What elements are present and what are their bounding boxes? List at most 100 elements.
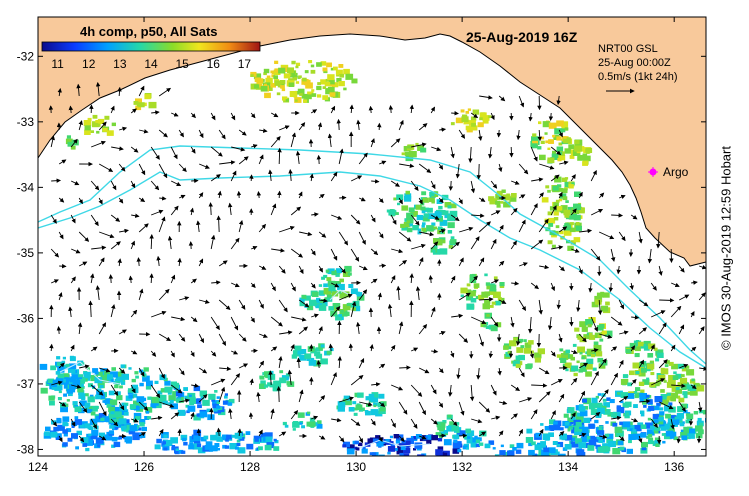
sst-pixel (512, 360, 520, 367)
sst-pixel (65, 138, 73, 145)
velocity-arrow (136, 257, 141, 267)
sst-pixel (574, 425, 583, 432)
sst-pixel (629, 428, 634, 432)
sst-pixel (299, 302, 305, 307)
sst-pixel (543, 447, 550, 453)
sst-pixel (475, 443, 480, 448)
velocity-arrow (528, 112, 533, 122)
sst-pixel (575, 416, 584, 423)
sst-pixel (561, 121, 569, 127)
velocity-arrow (378, 401, 386, 407)
sst-pixel (404, 196, 412, 202)
velocity-arrow (538, 367, 550, 375)
velocity-arrow (128, 275, 134, 284)
sst-pixel (627, 425, 635, 432)
sst-pixel (545, 185, 550, 189)
velocity-arrow (68, 105, 74, 114)
sst-pixel (49, 400, 55, 406)
sst-pixel (561, 126, 566, 130)
sst-pixel (594, 419, 599, 424)
velocity-arrow (258, 154, 264, 165)
sst-pixel (114, 384, 119, 389)
sst-pixel (492, 447, 496, 450)
sst-pixel (62, 442, 68, 447)
sst-pixel (612, 448, 621, 455)
sst-pixel (559, 348, 564, 352)
velocity-arrow (98, 435, 107, 441)
velocity-arrow (276, 386, 281, 403)
velocity-arrow (458, 257, 464, 267)
sst-pixel (528, 449, 535, 456)
sst-pixel (479, 442, 484, 446)
sst-pixel (174, 449, 179, 454)
sst-pixel (459, 430, 466, 435)
sst-pixel (396, 448, 405, 455)
sst-pixel (446, 425, 454, 432)
sst-pixel (297, 412, 305, 418)
sst-pixel (355, 404, 363, 410)
velocity-arrow (138, 401, 149, 411)
velocity-arrow (178, 367, 185, 376)
sst-pixel (530, 350, 534, 354)
sst-pixel (301, 93, 308, 99)
sst-pixel (594, 295, 603, 303)
velocity-arrow (650, 282, 657, 291)
sst-pixel (447, 222, 455, 229)
velocity-arrow (378, 231, 384, 239)
sst-pixel (284, 424, 289, 428)
velocity-arrow (270, 316, 283, 327)
velocity-arrow (647, 248, 653, 264)
sst-pixel (491, 301, 496, 305)
velocity-arrow (548, 112, 554, 121)
velocity-arrow (519, 397, 533, 403)
sst-pixel (133, 405, 139, 410)
sst-pixel (588, 332, 593, 336)
sst-pixel (294, 97, 302, 103)
sst-pixel (509, 444, 515, 448)
velocity-arrow (78, 435, 85, 443)
sst-pixel (614, 426, 623, 433)
sst-pixel (121, 402, 126, 407)
velocity-arrow (110, 384, 119, 397)
velocity-arrow (430, 418, 438, 425)
velocity-arrow (599, 434, 608, 439)
velocity-arrow (598, 358, 607, 369)
velocity-arrow (409, 273, 414, 284)
velocity-arrow (418, 324, 428, 335)
sst-pixel (540, 136, 545, 140)
sst-pixel (658, 416, 664, 422)
velocity-arrow (208, 202, 213, 216)
sst-pixel (139, 422, 145, 427)
sst-pixel (51, 380, 57, 385)
sst-pixel (541, 197, 549, 203)
sst-pixel (128, 429, 136, 435)
sst-pixel (554, 128, 562, 135)
velocity-arrow (459, 433, 468, 438)
sst-pixel (323, 288, 332, 295)
sst-pixel (563, 136, 567, 139)
velocity-arrow (98, 257, 105, 267)
sst-pixel (295, 65, 299, 69)
velocity-arrow (558, 226, 568, 233)
sst-pixel (356, 292, 363, 297)
velocity-arrow (70, 418, 76, 427)
velocity-arrow (396, 285, 401, 301)
velocity-arrow (539, 264, 550, 270)
sst-pixel (337, 405, 345, 412)
sst-pixel (135, 98, 142, 104)
sst-pixel (304, 295, 311, 301)
velocity-arrow (570, 174, 576, 182)
velocity-arrow (538, 391, 551, 403)
sst-pixel (213, 408, 218, 412)
sst-pixel (352, 401, 357, 405)
sst-pixel (95, 394, 101, 400)
sst-pixel (606, 437, 614, 444)
velocity-arrow (158, 216, 166, 233)
sst-pixel (573, 237, 581, 243)
sst-pixel (678, 397, 685, 403)
sst-pixel (656, 413, 664, 420)
sst-pixel (421, 210, 426, 214)
sst-pixel (583, 155, 591, 162)
sst-pixel (495, 200, 501, 205)
sst-pixel (571, 182, 575, 186)
